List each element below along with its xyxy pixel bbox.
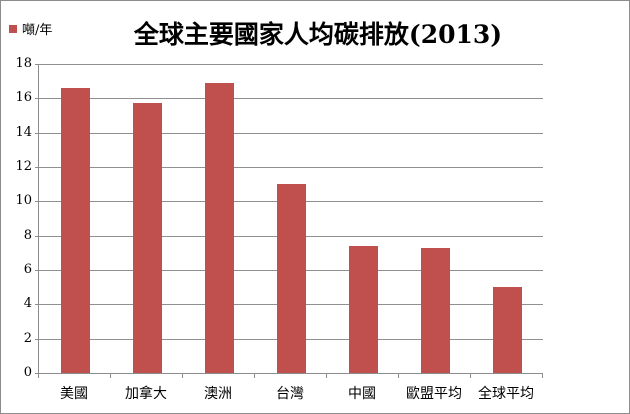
plot-area (38, 64, 543, 374)
y-axis-tick (35, 338, 39, 340)
bar-美國 (60, 88, 90, 373)
y-axis-tick (35, 64, 39, 65)
bar-澳洲 (204, 82, 234, 373)
bar-加拿大 (132, 103, 162, 373)
y-axis-label-18: 18 (15, 56, 32, 71)
x-axis-tick (326, 374, 327, 378)
x-axis-tick (254, 374, 255, 378)
gridline-18 (39, 64, 543, 65)
y-axis-label-0: 0 (23, 365, 32, 380)
y-axis-label-6: 6 (23, 262, 32, 277)
x-axis-label-加拿大: 加拿大 (125, 386, 167, 402)
x-axis-tick (542, 374, 543, 378)
x-axis-tick (38, 374, 39, 378)
y-axis-label-16: 16 (15, 90, 32, 106)
x-axis-tick (398, 374, 399, 378)
x-axis-label-美國: 美國 (60, 386, 88, 402)
y-axis-tick (35, 167, 39, 168)
legend-color-swatch (9, 24, 17, 33)
x-axis-tick (182, 374, 183, 378)
x-axis-label-歐盟平均: 歐盟平均 (406, 386, 462, 402)
y-axis-tick (35, 270, 39, 271)
gridline-14 (39, 132, 543, 134)
y-axis-label-12: 12 (15, 159, 32, 174)
gridline-16 (39, 98, 543, 100)
y-axis-label-2: 2 (23, 330, 32, 346)
y-axis-tick (35, 373, 39, 374)
y-axis-tick (35, 235, 39, 237)
legend: 噸/年 (9, 19, 52, 38)
y-axis-tick (35, 98, 39, 100)
y-axis-label-8: 8 (23, 227, 32, 243)
bar-中國 (348, 245, 378, 373)
y-axis-label-14: 14 (15, 124, 32, 140)
x-axis-tick (470, 374, 471, 378)
y-axis-tick (35, 304, 39, 306)
y-axis-tick (35, 132, 39, 134)
y-axis-tick (35, 201, 39, 203)
x-axis-label-澳洲: 澳洲 (204, 386, 232, 402)
y-axis-label-4: 4 (23, 296, 32, 312)
x-axis-label-台灣: 台灣 (276, 386, 304, 402)
bar-台灣 (276, 184, 306, 373)
x-axis-label-全球平均: 全球平均 (478, 386, 534, 402)
x-axis-label-中國: 中國 (348, 386, 376, 402)
legend-label: 噸/年 (22, 23, 53, 38)
bar-歐盟平均 (420, 247, 450, 373)
y-axis-label-10: 10 (15, 193, 32, 209)
gridline-12 (39, 167, 543, 168)
bar-全球平均 (492, 287, 522, 373)
x-axis-tick (110, 374, 111, 378)
chart-title: 全球主要國家人均碳排放(2013) (133, 20, 503, 49)
